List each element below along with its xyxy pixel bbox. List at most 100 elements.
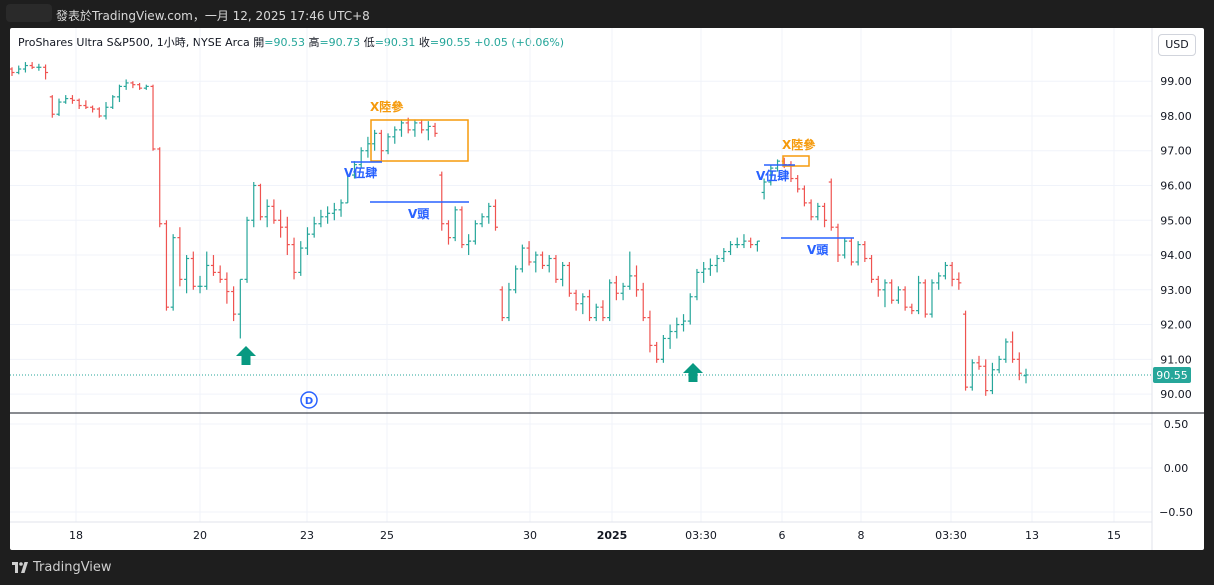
footer-bar: TradingView xyxy=(0,550,1214,585)
time-tick-label: 03:30 xyxy=(935,529,967,542)
ohlc-bar xyxy=(956,272,962,290)
ohlc-bar xyxy=(486,202,492,224)
ohlc-bar xyxy=(10,67,15,76)
ohlc-bar xyxy=(439,171,445,231)
ohlc-bar xyxy=(593,303,599,322)
ohlc-bar xyxy=(130,81,136,89)
ohlc-bar xyxy=(506,282,512,322)
ohlc-bar xyxy=(681,314,687,332)
buy-signal-arrow-2[interactable] xyxy=(683,363,703,382)
time-tick-label: 23 xyxy=(300,529,314,542)
ohlc-bar xyxy=(687,293,693,325)
ohlc-bar xyxy=(1010,331,1016,363)
price-axis[interactable]: 99.00 98.00 97.00 96.00 95.00 94.00 93.00 92.00… xyxy=(1160,75,1192,401)
ohlc-bar xyxy=(902,286,908,311)
ohlc-bar xyxy=(244,216,250,283)
ohlc-bar xyxy=(29,62,35,70)
ohlc-bar xyxy=(103,102,109,120)
up-arrow-icon xyxy=(683,363,703,382)
ohlc-bar xyxy=(909,303,915,315)
publish-caption: 發表於TradingView.com，一月 12, 2025 17:46 UTC… xyxy=(56,9,370,23)
ohlc-bar xyxy=(338,199,344,217)
ohlc-bar xyxy=(748,237,754,249)
ohlc-bar xyxy=(445,220,451,245)
ohlc-bar xyxy=(499,286,505,322)
buy-signal-arrow-1[interactable] xyxy=(236,346,256,365)
ohlc-bar xyxy=(533,251,539,273)
ohlc-bar xyxy=(170,234,176,311)
ohlc-bar xyxy=(587,289,593,322)
price-tick-label: 97.00 xyxy=(1160,145,1192,158)
ohlc-bar xyxy=(761,178,767,200)
indicator-axis[interactable]: 0.50 0.00 −0.50 xyxy=(1159,418,1193,519)
price-tick-label: 98.00 xyxy=(1160,110,1192,123)
price-tick-label: 91.00 xyxy=(1160,353,1192,366)
x-land-3-box-b[interactable] xyxy=(782,155,810,167)
ohlc-bar xyxy=(425,121,431,141)
ohlc-bar xyxy=(466,234,472,256)
current-price-tag: 90.55 xyxy=(1153,366,1191,383)
time-tick-label: 18 xyxy=(69,529,83,542)
caption-bar: 發表於TradingView.com，一月 12, 2025 17:46 UTC… xyxy=(0,0,1214,28)
ohlc-bar xyxy=(204,251,210,290)
ohlc-bar xyxy=(298,241,304,276)
ohlc-bar xyxy=(452,206,458,242)
ohlc-bar xyxy=(459,206,465,249)
ohlc-bar xyxy=(600,300,606,322)
ohlc-bar xyxy=(1023,368,1029,384)
ohlc-bar xyxy=(257,183,263,221)
ohlc-bar xyxy=(137,82,143,90)
dividend-circle-icon xyxy=(300,391,318,409)
ohlc-bar xyxy=(835,223,841,262)
ohlc-bar xyxy=(90,105,96,113)
low-value: =90.31 xyxy=(374,36,416,49)
time-axis[interactable]: 18 20 23 25 30 2025 03:30 6 8 03:30 13 15 xyxy=(69,529,1121,542)
v-head-label-b: V頭 xyxy=(807,243,829,257)
ohlc-bar xyxy=(721,248,727,262)
time-tick-label: 15 xyxy=(1107,529,1121,542)
indicator-tick-label: −0.50 xyxy=(1159,506,1193,519)
ohlc-bar xyxy=(734,237,740,249)
x-land-3-box-a[interactable] xyxy=(370,119,469,162)
time-tick-label: 03:30 xyxy=(685,529,717,542)
grid-lines xyxy=(10,28,1152,522)
ohlc-bar xyxy=(432,122,438,137)
currency-button[interactable]: USD xyxy=(1158,34,1196,56)
ohlc-bar xyxy=(701,261,707,283)
ohlc-bar xyxy=(741,234,747,249)
x-land-3-label-b: X陸參 xyxy=(782,137,816,152)
ohlc-bar xyxy=(16,65,22,75)
dividend-marker[interactable]: D xyxy=(300,391,318,409)
ohlc-bar xyxy=(412,119,418,137)
v-wu-si-label-b: V伍肆 xyxy=(756,168,789,183)
chart-panel[interactable]: ProShares Ultra S&P500, 1小時, NYSE Arca 開… xyxy=(10,28,1204,550)
ohlc-bar xyxy=(1003,338,1009,363)
ohlc-bar xyxy=(519,244,525,273)
time-tick-label: 6 xyxy=(779,529,786,542)
ohlc-bar xyxy=(358,147,364,169)
ohlc-bar xyxy=(694,268,700,301)
close-label: 收 xyxy=(418,36,430,49)
ohlc-bar xyxy=(855,241,861,266)
ohlc-bar xyxy=(69,95,75,104)
ohlc-bar xyxy=(526,241,532,266)
ohlc-bar xyxy=(613,275,619,301)
ohlc-bar xyxy=(573,289,579,311)
ohlc-bar xyxy=(949,261,955,287)
price-chart[interactable]: 99.00 98.00 97.00 96.00 95.00 94.00 93.00 92.00… xyxy=(10,28,1204,550)
ohlc-bar xyxy=(647,310,653,353)
ohlc-bar xyxy=(63,95,69,104)
ohlc-bar xyxy=(184,255,190,294)
ohlc-bar xyxy=(472,220,478,245)
ohlc-bar xyxy=(768,164,774,186)
ohlc-bar xyxy=(150,84,156,151)
close-value: =90.55 xyxy=(429,36,471,49)
current-price-text: 90.55 xyxy=(1156,369,1188,382)
ohlc-bar xyxy=(157,147,163,228)
ohlc-bar xyxy=(607,279,613,322)
tradingview-brand[interactable]: TradingView xyxy=(12,560,112,575)
time-tick-label: 2025 xyxy=(597,529,628,542)
ohlc-bar xyxy=(231,286,237,322)
indicator-tick-label: 0.00 xyxy=(1164,462,1189,475)
